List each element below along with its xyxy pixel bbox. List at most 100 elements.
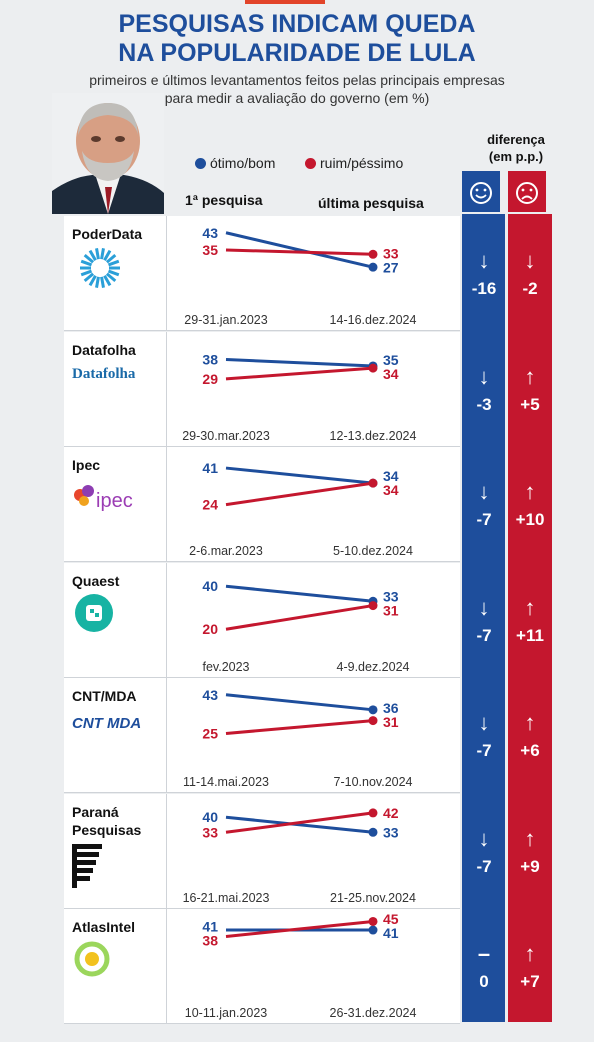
bad-first-value-label: 38 [202, 932, 218, 948]
good-end-point [368, 262, 378, 272]
logo-text: ipec [96, 490, 133, 512]
good-first-value-label: 40 [202, 578, 218, 594]
bad-series-line [225, 366, 374, 380]
pollster-info: PoderData [64, 216, 167, 330]
smiley-face-icon [462, 171, 500, 212]
bad-series-line [225, 481, 374, 507]
pollster-row: AtlasIntel 41 41 38 45 10-11.jan.2023 26-31.de… [64, 909, 460, 1024]
pollster-info: Paraná Pesquisas [64, 793, 167, 908]
bad-end-point [368, 916, 378, 926]
bad-series-line [225, 919, 374, 939]
last-poll-date: 5-10.dez.2024 [333, 544, 413, 558]
pollster-logo [72, 244, 162, 299]
pollster-row: Paraná Pesquisas 40 33 33 42 16-21.mai.2023 21… [64, 793, 460, 909]
bad-first-value-label: 33 [202, 824, 218, 840]
dash-icon: – [477, 941, 491, 966]
arrow-down-icon: ↓ [478, 710, 490, 735]
pollster-info: Datafolha Datafolha [64, 331, 167, 446]
last-poll-date: 12-13.dez.2024 [330, 429, 417, 443]
legend-good-label: ótimo/bom [210, 155, 276, 171]
good-series-line [225, 466, 374, 485]
diff-bad-cell: ↑ +11 [508, 594, 552, 647]
diff-good-cell: ↓ -7 [462, 825, 506, 878]
pollster-name: CNT/MDA [72, 688, 137, 704]
first-poll-date: fev.2023 [202, 660, 249, 674]
diff-good-cell: ↓ -7 [462, 712, 506, 762]
pollster-logo: Datafolha [72, 360, 162, 415]
subtitle-line-2: para medir a avaliação do governo (em %) [164, 90, 430, 106]
good-first-value-label: 43 [202, 225, 218, 241]
pollster-logo: ipec [72, 475, 162, 530]
bad-series-line [225, 248, 374, 256]
arrow-down-icon: ↓ [478, 594, 490, 620]
pollster-slope-chart: 38 35 29 34 29-30.mar.2023 12-13.dez.2024 [182, 351, 417, 443]
diff-good-value: -7 [476, 741, 492, 760]
pollster-row: Ipec ipec 41 34 24 34 2-6.mar.2023 5-10.dez.202… [64, 447, 460, 562]
diff-bad-cell: ↑ +5 [508, 365, 552, 416]
last-poll-date: 4-9.dez.2024 [337, 660, 410, 674]
bad-first-value-label: 24 [202, 497, 218, 513]
pollster-info: AtlasIntel [64, 909, 167, 1023]
diff-bad-cell: ↑ +9 [508, 827, 552, 878]
good-series-line [225, 584, 374, 603]
diff-bad-value: +6 [520, 741, 540, 760]
title-line-1: PESQUISAS INDICAM QUEDA [118, 10, 476, 38]
good-last-value-label: 36 [383, 700, 399, 716]
arrow-up-icon: ↑ [524, 941, 536, 966]
diff-good-value: -3 [476, 394, 492, 414]
diff-bad-cell: ↑ +7 [508, 943, 552, 993]
good-end-point [368, 705, 378, 715]
good-series-line [225, 231, 374, 269]
diff-good-cell: ↓ -16 [462, 250, 506, 300]
bad-last-value-label: 31 [383, 602, 399, 618]
pollster-slope-chart: 43 36 25 31 11-14.mai.2023 7-10.nov.2024 [183, 687, 413, 789]
legend-good: ótimo/bom [195, 155, 275, 171]
good-series-line [225, 357, 374, 367]
legend-good-dot [195, 158, 206, 169]
bad-end-point [368, 716, 378, 726]
good-first-value-label: 41 [202, 460, 218, 476]
arrow-down-icon: ↓ [478, 363, 490, 389]
header-first-poll: 1ª pesquisa [185, 192, 263, 208]
bad-last-value-label: 42 [383, 804, 399, 820]
bad-first-value-label: 29 [202, 370, 218, 386]
good-series-line [225, 693, 374, 712]
good-last-value-label: 33 [383, 588, 399, 604]
diff-bad-value: -2 [522, 279, 538, 298]
logo-text: CNT MDA [72, 715, 141, 732]
good-first-value-label: 40 [202, 809, 218, 825]
first-poll-date: 29-30.mar.2023 [182, 429, 270, 443]
first-poll-date: 2-6.mar.2023 [189, 544, 263, 558]
pollster-slope-chart: 40 33 20 31 fev.2023 4-9.dez.2024 [202, 578, 410, 674]
bad-last-value-label: 45 [383, 911, 399, 927]
arrow-down-icon: ↓ [478, 248, 490, 273]
bad-last-value-label: 31 [383, 714, 399, 730]
diff-bad-value: +11 [516, 625, 544, 645]
diff-good-value: -7 [476, 856, 492, 876]
bad-first-value-label: 25 [202, 725, 218, 741]
arrow-up-icon: ↑ [524, 594, 536, 620]
diff-bad-value: +5 [520, 394, 540, 414]
politician-portrait [52, 93, 164, 214]
bad-last-value-label: 33 [383, 246, 399, 262]
good-first-value-label: 38 [202, 351, 218, 367]
arrow-down-icon: ↓ [478, 825, 490, 851]
legend-bad-label: ruim/péssimo [320, 155, 404, 171]
header-last-poll: última pesquisa [318, 195, 424, 211]
diff-good-cell: ↓ -7 [462, 481, 506, 531]
good-last-value-label: 41 [383, 925, 399, 941]
diff-bad-value: +9 [520, 856, 540, 876]
bad-end-point [368, 363, 378, 373]
good-first-value-label: 43 [202, 687, 218, 703]
good-last-value-label: 27 [383, 260, 399, 276]
good-first-value-label: 41 [202, 918, 218, 934]
pollster-logo [72, 840, 162, 895]
pollster-name: Datafolha [72, 341, 136, 358]
diff-good-cell: ↓ -7 [462, 594, 506, 647]
diff-good-value: -7 [476, 625, 492, 645]
arrow-down-icon: ↓ [478, 479, 490, 504]
subtitle-line-1: primeiros e últimos levantamentos feitos… [89, 72, 505, 88]
good-last-value-label: 33 [383, 824, 399, 840]
diff-good-value: 0 [479, 972, 489, 991]
